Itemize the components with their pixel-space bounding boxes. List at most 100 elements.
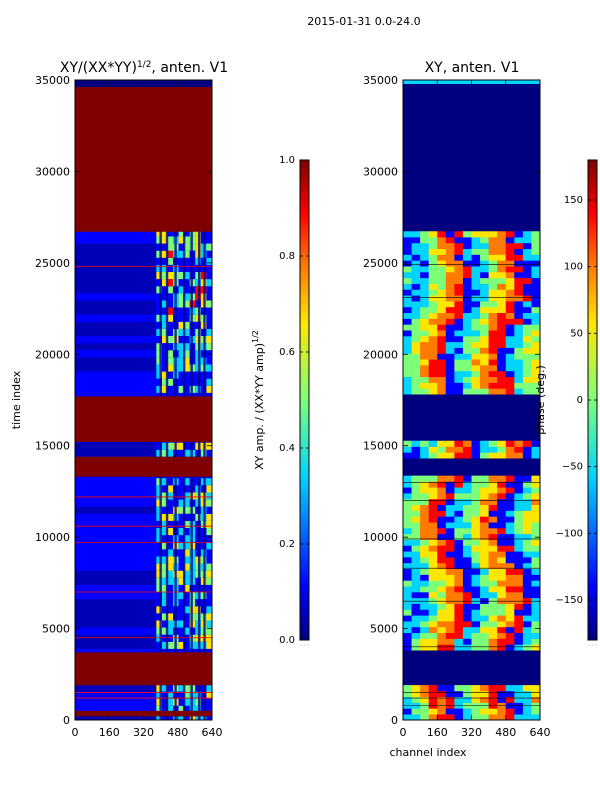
amplitude-cell: [178, 592, 185, 600]
phase-cell: [420, 621, 429, 628]
amplitude-row: [75, 549, 157, 557]
amplitude-cell: [156, 286, 162, 294]
phase-cell: [522, 696, 532, 703]
amplitude-cell: [184, 328, 190, 336]
phase-cell: [420, 446, 429, 453]
amplitude-heatmap: [75, 80, 212, 720]
colorbar-tick-label: 0: [577, 395, 583, 406]
phase-cell: [403, 580, 412, 587]
phase-colorbar-label: phase (deg.): [534, 365, 547, 435]
phase-cell: [445, 574, 455, 581]
phase-cell: [403, 237, 412, 244]
phase-cell: [505, 376, 515, 383]
phase-cell: [505, 580, 515, 587]
phase-cell: [428, 312, 438, 319]
phase-cell: [420, 341, 429, 348]
amplitude-cell: [167, 257, 174, 265]
phase-cell: [428, 336, 438, 343]
amplitude-cell: [161, 371, 168, 379]
phase-cell: [497, 266, 507, 273]
phase-cell: [488, 254, 498, 261]
amplitude-cell: [161, 592, 168, 600]
phase-cell: [522, 324, 532, 331]
y-tick-label: 10000: [35, 531, 70, 544]
amplitude-cell: [206, 520, 212, 528]
phase-cell: [497, 615, 507, 622]
phase-cell: [480, 690, 489, 698]
phase-cell: [480, 609, 489, 616]
amplitude-cell: [184, 243, 190, 251]
phase-cell: [403, 504, 412, 511]
phase-cell: [428, 365, 438, 372]
amplitude-cell: [156, 442, 162, 450]
phase-cell: [462, 231, 472, 238]
phase-cell: [420, 336, 429, 343]
amplitude-cell: [167, 485, 174, 493]
amplitude-saturated-block: [75, 80, 212, 232]
amplitude-cell: [184, 385, 190, 393]
phase-cell: [505, 248, 515, 255]
phase-cell: [514, 644, 524, 651]
amplitude-cell: [161, 279, 168, 287]
phase-cell: [480, 324, 489, 331]
phase-cell: [428, 626, 438, 634]
phase-cell: [497, 440, 507, 447]
phase-cell: [531, 376, 540, 383]
phase-cell: [445, 283, 455, 290]
amplitude-row: [75, 350, 157, 358]
phase-cell: [531, 504, 540, 511]
phase-cell: [462, 318, 472, 325]
phase-cell: [522, 580, 532, 587]
phase-cell: [420, 347, 429, 354]
phase-cell: [488, 638, 498, 645]
phase-cell: [403, 231, 412, 238]
amplitude-cell: [167, 478, 174, 486]
phase-cell: [445, 626, 455, 634]
phase-cell: [497, 277, 507, 284]
phase-cell: [505, 365, 515, 372]
phase-cell: [445, 260, 455, 267]
phase-cell: [531, 528, 540, 535]
phase-cell: [497, 475, 507, 482]
amplitude-cell: [178, 634, 185, 642]
phase-cell: [403, 522, 412, 529]
phase-cell: [403, 592, 412, 599]
phase-cell: [445, 510, 455, 517]
phase-cell: [454, 539, 464, 546]
y-tick-label: 15000: [363, 440, 398, 453]
phase-cell: [454, 708, 464, 715]
phase-cell: [428, 493, 438, 500]
phase-cell: [454, 685, 464, 692]
phase-cell: [531, 446, 540, 453]
phase-cell: [497, 231, 507, 238]
phase-cell: [522, 714, 532, 720]
amplitude-cell: [161, 499, 168, 507]
phase-cell: [403, 685, 412, 692]
amplitude-cell: [156, 243, 162, 251]
phase-cell: [497, 370, 507, 378]
y-axis-label: time index: [10, 370, 23, 429]
phase-cell: [462, 347, 472, 354]
amplitude-cell: [156, 371, 162, 379]
phase-cell: [428, 562, 438, 570]
amplitude-cell: [178, 264, 185, 272]
amplitude-row: [75, 641, 157, 649]
phase-cell: [445, 266, 455, 273]
phase-cell: [411, 510, 421, 517]
phase-cell: [428, 376, 438, 383]
amplitude-row: [75, 300, 157, 308]
phase-cell: [471, 260, 481, 267]
amplitude-cell: [161, 364, 168, 372]
amplitude-cell: [178, 307, 185, 315]
phase-cell: [505, 312, 515, 319]
phase-cell: [488, 545, 498, 552]
phase-cell: [488, 493, 498, 500]
phase-cell: [411, 696, 421, 703]
phase-cell: [480, 260, 489, 267]
phase-cell: [488, 306, 498, 314]
phase-cell: [437, 609, 447, 616]
phase-cell: [505, 382, 515, 389]
phase-cell: [403, 615, 412, 622]
phase-cell: [497, 242, 507, 250]
phase-cell: [480, 516, 489, 523]
